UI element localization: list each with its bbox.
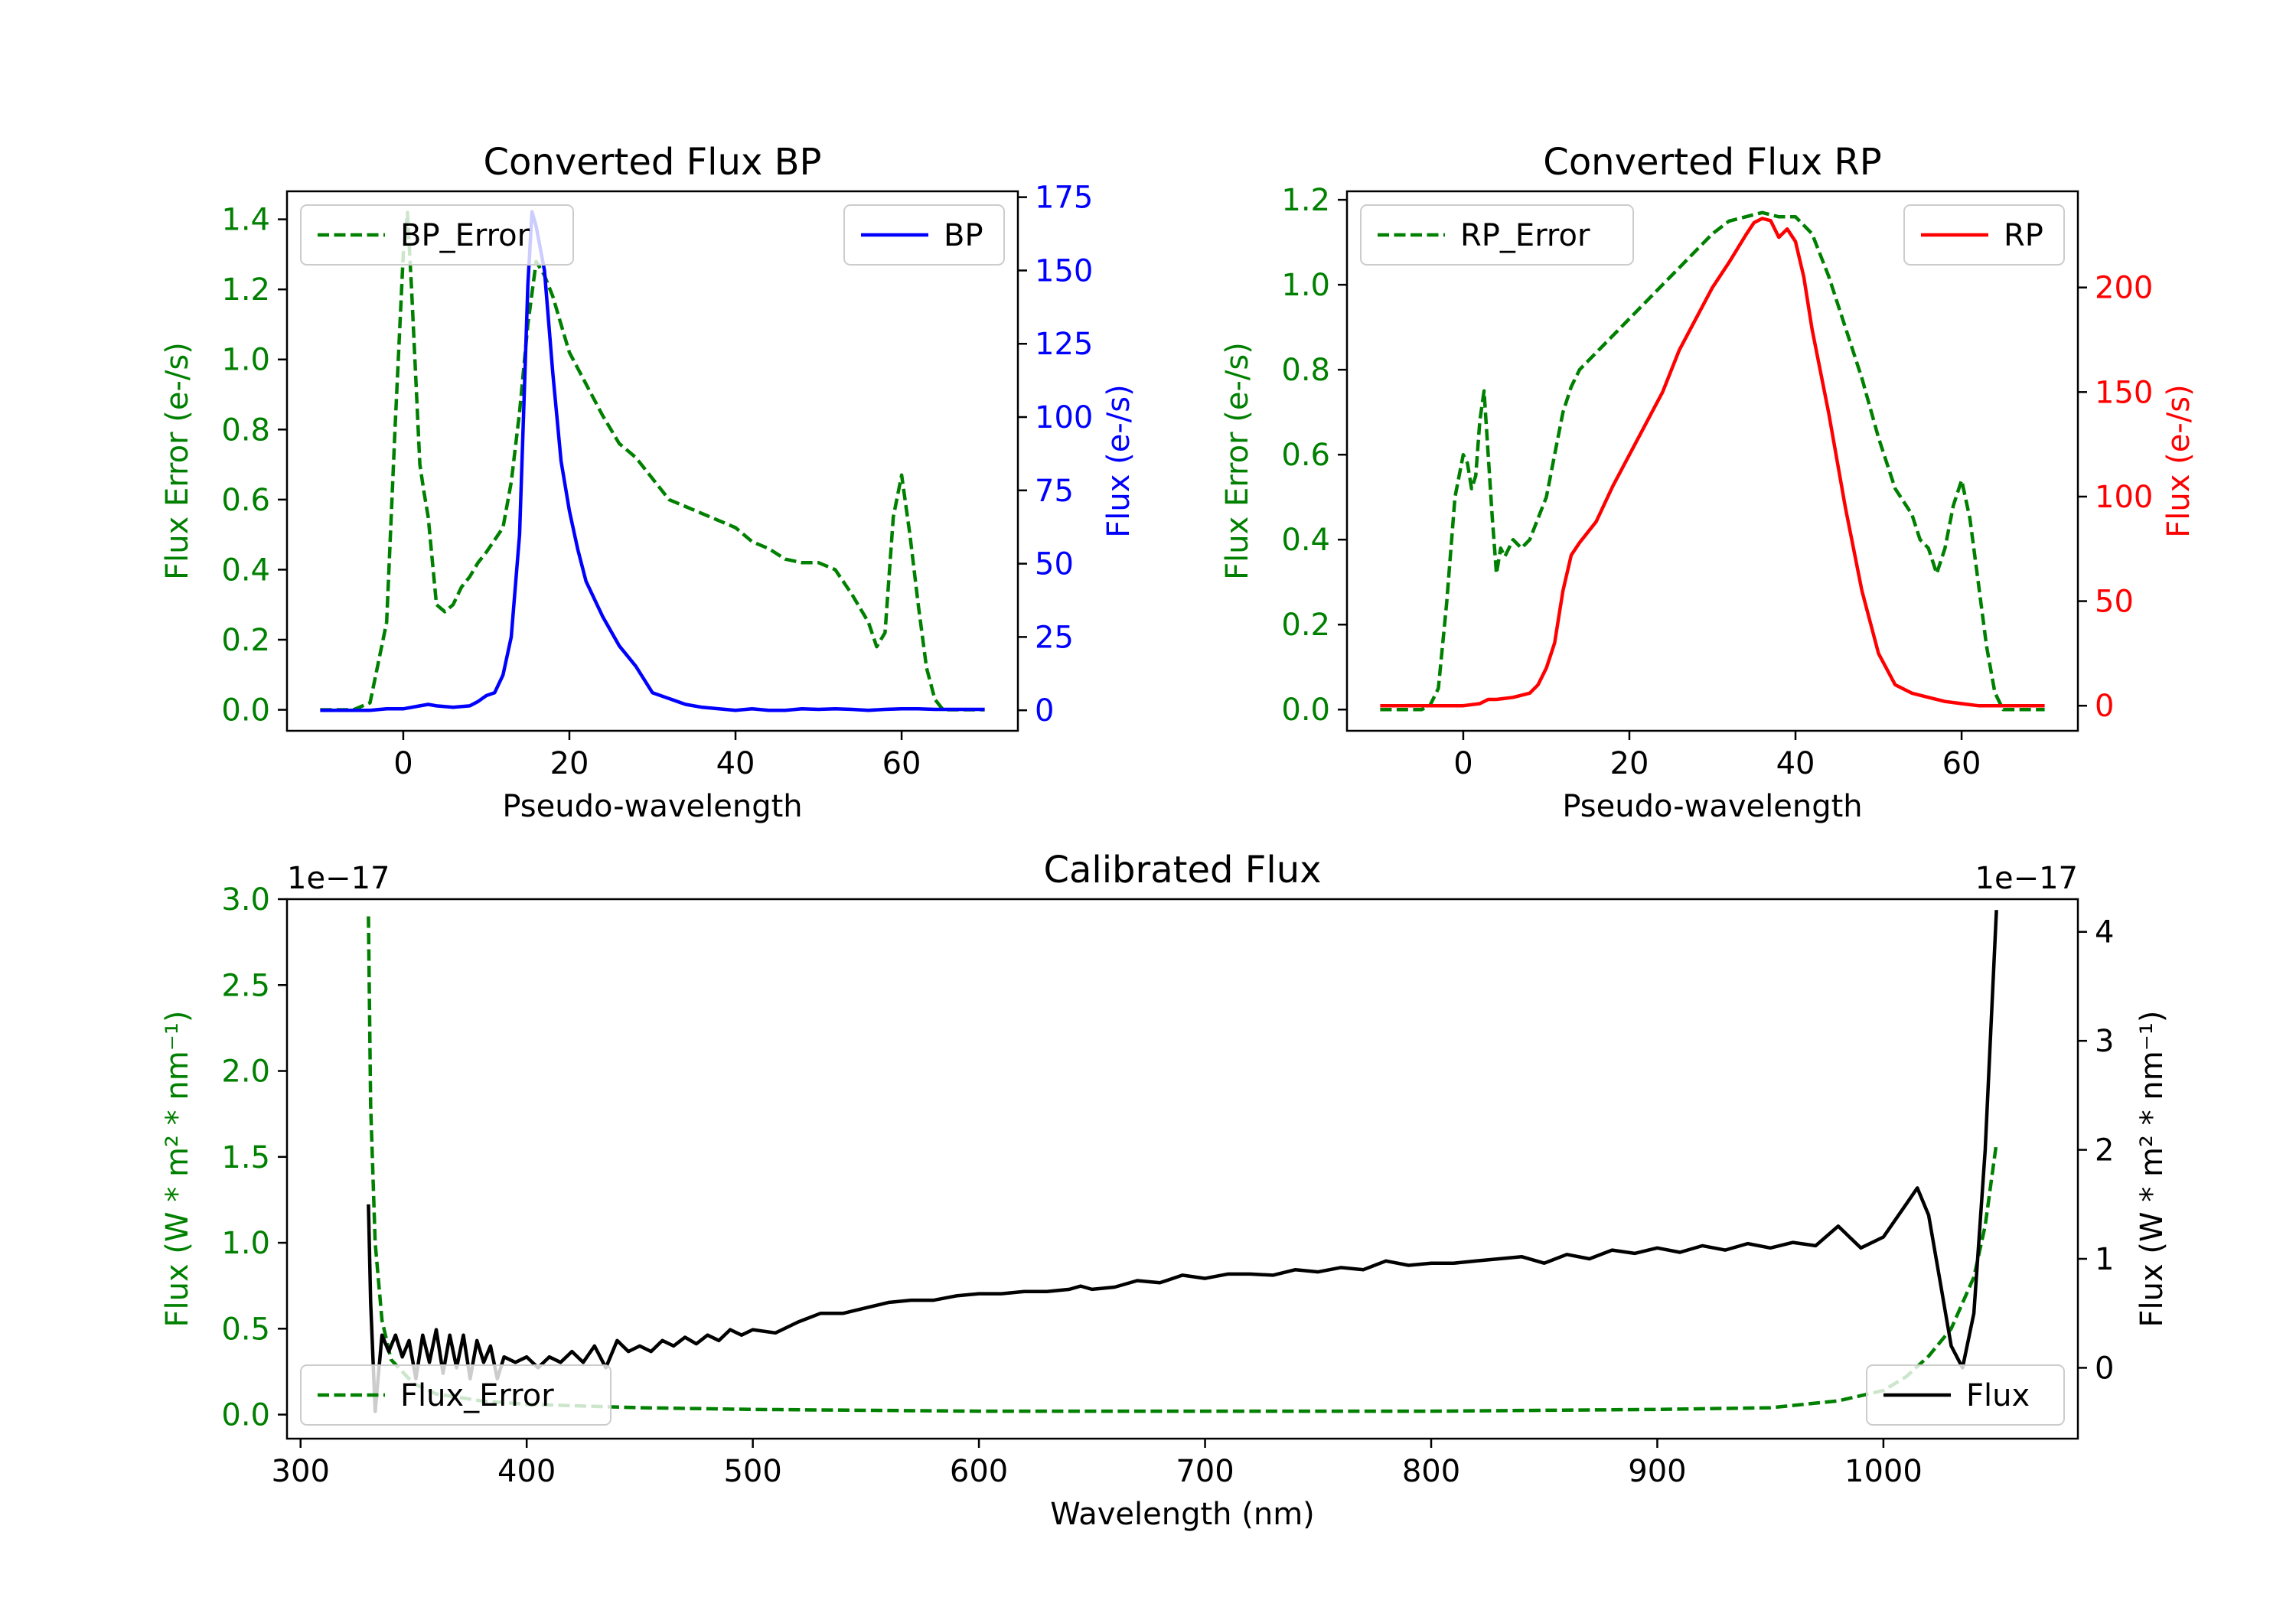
legend-label: Flux_Error: [400, 1378, 554, 1413]
x-tick-label: 800: [1402, 1454, 1460, 1489]
y-left-tick-label: 0.6: [1281, 438, 1330, 473]
y-left-tick-label: 0.4: [1281, 523, 1330, 558]
legend-label: RP_Error: [1460, 218, 1590, 253]
plot-frame: [287, 899, 2078, 1439]
y-right-tick-label: 0: [2095, 1351, 2114, 1386]
chart-title: Calibrated Flux: [1043, 849, 1321, 892]
x-tick-label: 500: [723, 1454, 781, 1489]
y-left-tick-label: 0.8: [1281, 353, 1330, 388]
y-right-tick-label: 200: [2095, 271, 2153, 306]
legend-label: Flux: [1966, 1378, 2030, 1413]
y-left-tick-label: 1.4: [221, 203, 270, 238]
y-left-tick-label: 3.0: [221, 882, 270, 918]
x-tick-label: 20: [1610, 746, 1649, 781]
x-tick-label: 1000: [1844, 1454, 1923, 1489]
y-right-tick-label: 0: [2095, 689, 2114, 724]
y-left-tick-label: 1.0: [221, 343, 270, 378]
y-left-axis-label: Flux Error (e-/s): [160, 342, 195, 580]
legend-label: RP: [2004, 218, 2043, 253]
legend-flux-error: Flux_Error: [301, 1365, 611, 1425]
y-left-tick-label: 1.5: [221, 1140, 270, 1175]
y-left-tick-label: 0.4: [221, 553, 270, 588]
x-tick-label: 40: [1776, 746, 1815, 781]
y-left-offset-label: 1e−17: [287, 861, 390, 896]
y-right-axis-label: Flux (W * m² * nm⁻¹): [2135, 1011, 2170, 1328]
x-tick-label: 40: [716, 746, 755, 781]
series-line-rp: [1380, 219, 2044, 706]
y-left-tick-label: 0.0: [1281, 693, 1330, 728]
x-tick-label: 20: [550, 746, 589, 781]
y-right-axis-label: Flux (e-/s): [1101, 384, 1137, 537]
y-left-axis-label: Flux (W * m² * nm⁻¹): [160, 1011, 195, 1328]
figure: Converted Flux BP0 20 40 600.00.20.40.60.81…: [0, 0, 2296, 1607]
x-tick-label: 300: [272, 1454, 330, 1489]
legend-bp: BP: [844, 205, 1004, 265]
y-right-tick-label: 150: [2095, 375, 2153, 410]
y-right-tick-label: 100: [2095, 480, 2153, 515]
legend-label: BP_Error: [400, 218, 530, 253]
x-axis-label: Wavelength (nm): [1050, 1497, 1315, 1532]
y-right-offset-label: 1e−17: [1975, 861, 2078, 896]
y-left-tick-label: 0.0: [221, 693, 270, 729]
y-right-tick-label: 2: [2095, 1133, 2114, 1169]
plot-frame: [287, 191, 1018, 731]
y-right-tick-label: 50: [2095, 585, 2134, 620]
y-right-tick-label: 50: [1035, 547, 1074, 582]
y-left-tick-label: 0.5: [221, 1312, 270, 1347]
x-tick-label: 60: [882, 746, 921, 781]
series-line-flux-error: [368, 917, 1996, 1412]
y-left-tick-label: 0.2: [221, 623, 270, 658]
plot-frame: [1347, 191, 2078, 731]
y-left-tick-label: 0.2: [1281, 608, 1330, 643]
x-tick-label: 600: [950, 1454, 1008, 1489]
y-right-tick-label: 0: [1035, 693, 1054, 729]
y-right-tick-label: 3: [2095, 1024, 2114, 1059]
x-tick-label: 0: [393, 746, 413, 781]
y-left-axis-label: Flux Error (e-/s): [1220, 342, 1255, 580]
y-left-tick-label: 1.0: [1281, 268, 1330, 303]
y-right-tick-label: 175: [1035, 181, 1093, 216]
y-left-tick-label: 1.0: [221, 1226, 270, 1261]
legend-label: BP: [944, 218, 983, 253]
x-tick-label: 900: [1628, 1454, 1686, 1489]
y-left-tick-label: 1.2: [1281, 183, 1330, 218]
x-tick-label: 0: [1453, 746, 1473, 781]
x-axis-label: Pseudo-wavelength: [502, 789, 802, 824]
y-left-tick-label: 0.6: [221, 483, 270, 518]
legend-rp: RP: [1904, 205, 2064, 265]
y-left-tick-label: 1.2: [221, 272, 270, 308]
series-line-bp-error: [320, 213, 984, 710]
y-right-tick-label: 4: [2095, 915, 2114, 950]
y-right-tick-label: 25: [1035, 620, 1074, 655]
y-left-tick-label: 2.0: [221, 1054, 270, 1090]
y-right-axis-label: Flux (e-/s): [2161, 384, 2197, 537]
legend-flux: Flux: [1867, 1365, 2064, 1425]
y-left-tick-label: 0.0: [221, 1398, 270, 1433]
y-right-tick-label: 75: [1035, 474, 1074, 509]
x-tick-label: 60: [1942, 746, 1981, 781]
y-left-tick-label: 0.8: [221, 412, 270, 448]
x-tick-label: 400: [497, 1454, 556, 1489]
y-right-tick-label: 1: [2095, 1242, 2114, 1277]
y-right-tick-label: 100: [1035, 400, 1093, 435]
chart-title: Converted Flux BP: [484, 141, 822, 184]
x-tick-label: 700: [1176, 1454, 1234, 1489]
legend-rp-error: RP_Error: [1361, 205, 1633, 265]
chart-title: Converted Flux RP: [1543, 141, 1881, 184]
y-left-tick-label: 2.5: [221, 968, 270, 1003]
series-line-flux: [368, 910, 1996, 1411]
legend-bp-error: BP_Error: [301, 205, 573, 265]
y-right-tick-label: 150: [1035, 253, 1093, 288]
y-right-tick-label: 125: [1035, 327, 1093, 362]
x-axis-label: Pseudo-wavelength: [1562, 789, 1862, 824]
